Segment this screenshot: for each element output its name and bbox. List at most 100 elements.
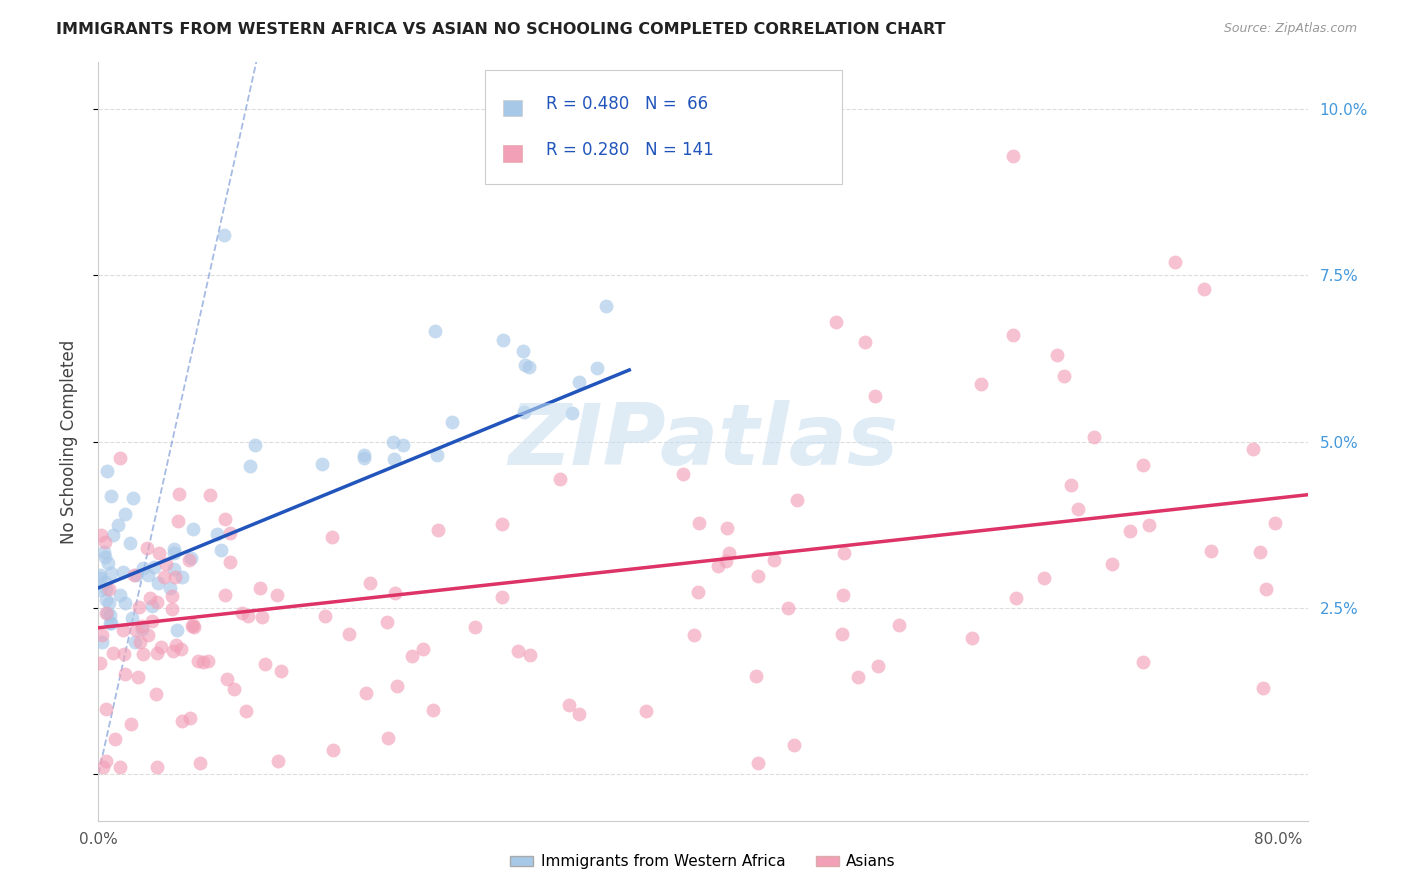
Point bbox=[98, 615, 121, 630]
Point bbox=[252, 610, 274, 624]
Point bbox=[165, 639, 187, 653]
Point bbox=[108, 760, 131, 774]
Point bbox=[1083, 430, 1105, 444]
Point bbox=[1164, 255, 1187, 269]
Point bbox=[187, 654, 209, 668]
Point bbox=[114, 667, 136, 681]
Point bbox=[219, 555, 242, 569]
Point bbox=[136, 568, 159, 582]
FancyBboxPatch shape bbox=[485, 70, 842, 184]
Point bbox=[688, 585, 710, 599]
Point bbox=[1001, 148, 1024, 162]
Point bbox=[1137, 517, 1160, 532]
Point bbox=[100, 566, 122, 581]
Point bbox=[425, 324, 447, 338]
Point bbox=[170, 641, 193, 656]
Point bbox=[384, 586, 406, 600]
Point bbox=[586, 360, 609, 375]
Point bbox=[491, 590, 513, 604]
Point bbox=[385, 680, 408, 694]
Point bbox=[139, 591, 162, 605]
Point bbox=[513, 404, 536, 418]
Point bbox=[1053, 369, 1076, 384]
Point bbox=[832, 546, 855, 560]
Point bbox=[1060, 478, 1083, 492]
Point bbox=[114, 507, 136, 521]
Point bbox=[135, 541, 157, 555]
Point bbox=[128, 599, 150, 614]
Point bbox=[254, 657, 277, 672]
Point bbox=[353, 450, 375, 465]
Point bbox=[112, 647, 135, 661]
Point bbox=[960, 631, 983, 645]
Point bbox=[150, 640, 173, 655]
Point bbox=[1194, 282, 1216, 296]
Point bbox=[160, 601, 183, 615]
Point bbox=[166, 623, 188, 637]
Point bbox=[831, 588, 853, 602]
Point bbox=[1005, 591, 1028, 606]
Point bbox=[129, 635, 152, 649]
Point bbox=[159, 581, 181, 595]
Point bbox=[783, 738, 806, 752]
Point bbox=[166, 514, 188, 528]
Point bbox=[183, 620, 205, 634]
Point bbox=[98, 596, 121, 610]
Point bbox=[90, 635, 112, 649]
Point bbox=[93, 545, 115, 559]
Text: IMMIGRANTS FROM WESTERN AFRICA VS ASIAN NO SCHOOLING COMPLETED CORRELATION CHART: IMMIGRANTS FROM WESTERN AFRICA VS ASIAN … bbox=[56, 22, 946, 37]
Point bbox=[120, 716, 142, 731]
Point bbox=[1249, 545, 1271, 559]
Point bbox=[426, 449, 449, 463]
Point bbox=[98, 608, 121, 623]
Point bbox=[104, 731, 127, 746]
Point bbox=[89, 657, 111, 671]
Point bbox=[146, 646, 169, 660]
Point bbox=[412, 642, 434, 657]
Point bbox=[181, 618, 204, 632]
Point bbox=[1033, 571, 1056, 585]
Point bbox=[94, 754, 117, 768]
Point bbox=[401, 649, 423, 664]
Point bbox=[96, 607, 118, 621]
Point bbox=[141, 614, 163, 628]
Text: Source: ZipAtlas.com: Source: ZipAtlas.com bbox=[1223, 22, 1357, 36]
Point bbox=[1132, 655, 1154, 669]
Point bbox=[716, 520, 738, 534]
Point bbox=[96, 464, 118, 478]
Point bbox=[180, 550, 202, 565]
Point bbox=[148, 546, 170, 560]
Text: ZIPatlas: ZIPatlas bbox=[508, 400, 898, 483]
Point bbox=[155, 557, 177, 571]
Point bbox=[231, 606, 253, 620]
Point bbox=[146, 594, 169, 608]
Y-axis label: No Schooling Completed: No Schooling Completed bbox=[59, 340, 77, 543]
Point bbox=[141, 599, 163, 613]
Point bbox=[786, 492, 808, 507]
Point bbox=[197, 654, 219, 668]
Point bbox=[90, 628, 112, 642]
Point bbox=[249, 581, 271, 595]
Point bbox=[112, 565, 135, 579]
Point bbox=[382, 452, 405, 467]
Point bbox=[163, 542, 186, 557]
Point bbox=[561, 406, 583, 420]
Point bbox=[222, 682, 245, 697]
Point bbox=[125, 568, 148, 582]
Point bbox=[153, 570, 176, 584]
Point bbox=[131, 618, 153, 632]
Point bbox=[89, 571, 111, 585]
Point bbox=[1119, 524, 1142, 539]
Point bbox=[492, 333, 515, 347]
Point bbox=[125, 623, 148, 637]
Point bbox=[215, 672, 238, 686]
Point bbox=[688, 516, 710, 530]
Point bbox=[321, 530, 343, 544]
Point bbox=[94, 575, 117, 590]
FancyBboxPatch shape bbox=[503, 145, 522, 161]
Point bbox=[354, 686, 377, 700]
Point bbox=[236, 608, 259, 623]
Point bbox=[863, 389, 886, 403]
Point bbox=[270, 664, 292, 678]
Point bbox=[107, 518, 129, 533]
